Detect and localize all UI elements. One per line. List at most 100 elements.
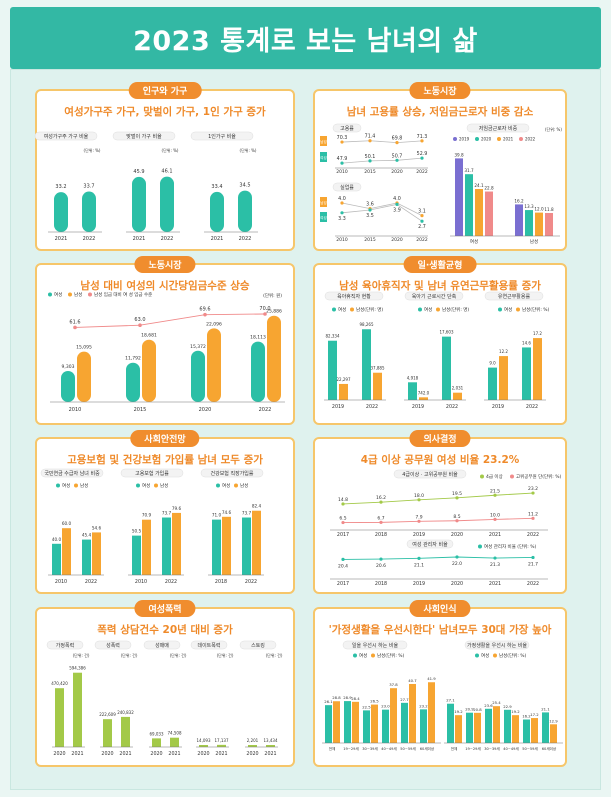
tick-label: 2022 bbox=[416, 237, 428, 243]
group-label: 일을 우선시 하는 비율 bbox=[352, 642, 399, 649]
data-label: 6.5 bbox=[339, 516, 346, 522]
tick-label: 2010 bbox=[69, 407, 82, 413]
legend-swatch bbox=[493, 653, 497, 658]
tick-label: 2019 bbox=[332, 404, 344, 410]
bar bbox=[333, 701, 340, 743]
bar bbox=[522, 347, 531, 400]
data-point bbox=[420, 139, 424, 143]
data-label: 22.5 bbox=[362, 704, 371, 709]
data-label: 14,093 bbox=[197, 738, 211, 743]
tick-label: 2020 bbox=[101, 751, 113, 757]
data-label: 21.1 bbox=[414, 562, 424, 568]
data-label: 3.1 bbox=[418, 209, 426, 215]
tick-label: 2019 bbox=[412, 404, 424, 410]
data-label: 4.0 bbox=[393, 196, 401, 202]
bar bbox=[352, 701, 359, 743]
data-label: 22.9 bbox=[503, 704, 512, 709]
data-label: 4.0 bbox=[338, 196, 346, 202]
bar bbox=[54, 192, 68, 232]
legend-swatch bbox=[497, 137, 501, 141]
bar bbox=[266, 745, 275, 747]
tick-label: 2020 bbox=[391, 237, 403, 243]
panel-insurance: 사회안전망 고용보험 및 건강보험 가입률 남녀 모두 증가 bbox=[35, 430, 295, 594]
bar bbox=[170, 737, 179, 747]
data-label: 19.5 bbox=[452, 491, 462, 497]
data-point bbox=[340, 211, 344, 215]
bar bbox=[121, 716, 130, 747]
tick-label: 40~49세 bbox=[503, 746, 518, 751]
unit-label: (단위: %) bbox=[545, 126, 562, 132]
group-label: 실업률 bbox=[340, 184, 354, 191]
data-label: 23.6 bbox=[484, 703, 493, 708]
tick-label: 2020 bbox=[53, 751, 65, 757]
series-line bbox=[341, 203, 423, 222]
panel-employment: 노동시장 남녀 고용률 상승, 저임금근로자 비중 감소 bbox=[313, 82, 567, 251]
tick-label: 2022 bbox=[416, 169, 428, 175]
bar bbox=[207, 328, 221, 402]
series-line bbox=[342, 492, 534, 505]
group-label-bg bbox=[120, 468, 184, 478]
data-point bbox=[368, 159, 372, 163]
unit-label: (단위: 건) bbox=[121, 652, 138, 658]
legend-swatch bbox=[436, 307, 440, 312]
data-label: 79.6 bbox=[172, 506, 182, 511]
data-label: 9,303 bbox=[62, 364, 75, 370]
tick-label: 2010 bbox=[135, 579, 147, 585]
tick-label: 2022 bbox=[526, 404, 538, 410]
bar bbox=[132, 535, 141, 575]
bar bbox=[531, 718, 538, 743]
series-badge-male bbox=[320, 136, 327, 146]
panel-tag: 사회인식 bbox=[409, 600, 471, 617]
tick-label: 2020 bbox=[451, 581, 463, 587]
bar bbox=[339, 383, 348, 400]
tick-label: 2021 bbox=[119, 751, 131, 757]
data-label: 73.7 bbox=[162, 511, 172, 516]
tick-label: 2020 bbox=[246, 751, 258, 757]
bar bbox=[55, 688, 64, 747]
bar bbox=[362, 329, 371, 400]
data-label: 71.3 bbox=[417, 134, 428, 140]
data-label: 45.4 bbox=[82, 533, 92, 538]
tick-label: 2018 bbox=[215, 579, 227, 585]
data-label: 11.8 bbox=[544, 207, 554, 212]
group-label-bg bbox=[190, 131, 254, 141]
data-label: 37,885 bbox=[371, 366, 385, 371]
data-point bbox=[531, 516, 535, 520]
data-point bbox=[395, 158, 399, 162]
group-label-bg bbox=[393, 469, 467, 479]
data-label: 4,918 bbox=[407, 375, 419, 380]
data-label: 19.2 bbox=[511, 709, 520, 714]
data-label: 2.7 bbox=[418, 224, 426, 230]
group-label: 1인가구 비율 bbox=[208, 133, 236, 140]
data-label: 17.2 bbox=[533, 331, 542, 336]
bar bbox=[485, 708, 492, 743]
tick-label: 2022 bbox=[245, 579, 257, 585]
tick-label: 2020 bbox=[451, 532, 463, 538]
tick-label: 2018 bbox=[375, 532, 387, 538]
group-label-bg bbox=[324, 291, 384, 301]
data-point bbox=[417, 556, 421, 560]
data-point bbox=[379, 500, 383, 504]
bar bbox=[61, 370, 75, 402]
data-label: 9.0 bbox=[489, 361, 496, 366]
series-badge-male bbox=[320, 197, 327, 207]
bar bbox=[455, 158, 463, 236]
group-label-bg bbox=[332, 123, 362, 133]
data-label: 73.7 bbox=[242, 511, 252, 516]
bar bbox=[62, 528, 71, 575]
data-label: 3.5 bbox=[366, 213, 374, 219]
tick-label: 2010 bbox=[336, 237, 348, 243]
data-label: 12.9 bbox=[549, 718, 558, 723]
bar bbox=[535, 212, 543, 236]
legend-label: 고위공무원 단(단위: %) bbox=[516, 473, 562, 480]
legend-label: 남성 bbox=[80, 482, 88, 489]
bar bbox=[248, 745, 257, 747]
data-label: 16.2 bbox=[376, 495, 386, 501]
series-name: 남성 bbox=[320, 139, 326, 144]
legend-swatch bbox=[88, 292, 92, 297]
bar bbox=[82, 539, 91, 575]
legend-label: 남성(단위: %) bbox=[522, 306, 550, 313]
data-label: 18,681 bbox=[141, 333, 157, 339]
panel-title: '가정생활을 우선시한다' 남녀모두 30대 가장 높아 bbox=[328, 624, 552, 636]
